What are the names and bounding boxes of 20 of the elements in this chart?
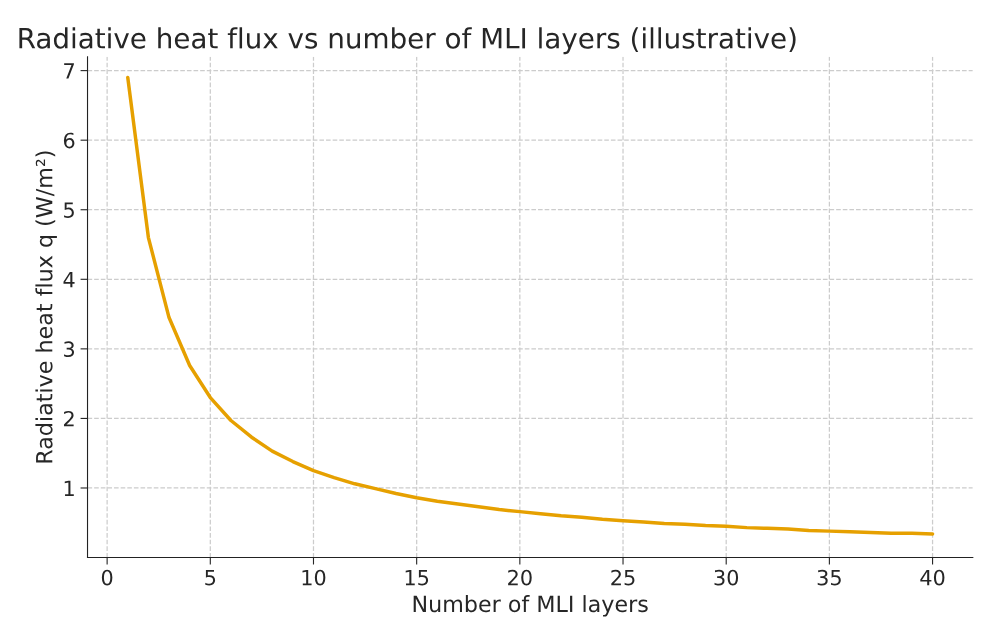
x-tick-label: 5 — [205, 570, 216, 586]
chart-title: Radiative heat flux vs number of MLI layers (illustrative) — [19, 27, 796, 55]
x-tick-label: 20 — [508, 569, 532, 586]
x-tick-label: 15 — [405, 570, 429, 586]
y-tick-label: 7 — [64, 63, 74, 79]
y-tick-label: 3 — [64, 341, 75, 358]
x-tick-label: 25 — [611, 569, 635, 586]
x-tick-label: 0 — [101, 569, 113, 586]
x-tick-label: 30 — [714, 569, 739, 586]
x-tick-label: 10 — [302, 569, 326, 586]
y-tick-label: 6 — [63, 132, 75, 149]
y-tick-label: 2 — [63, 410, 74, 427]
line-series — [126, 75, 935, 536]
y-tick-label: 4 — [63, 272, 75, 288]
x-axis-title: Number of MLI layers — [413, 595, 648, 617]
y-axis-title: Radiative heat flux q (W/m²) — [35, 151, 57, 463]
y-tick-label: 5 — [64, 202, 74, 218]
x-tick-label: 35 — [817, 569, 841, 586]
y-tick-label: 1 — [64, 480, 74, 496]
x-tick-label: 40 — [920, 569, 945, 586]
